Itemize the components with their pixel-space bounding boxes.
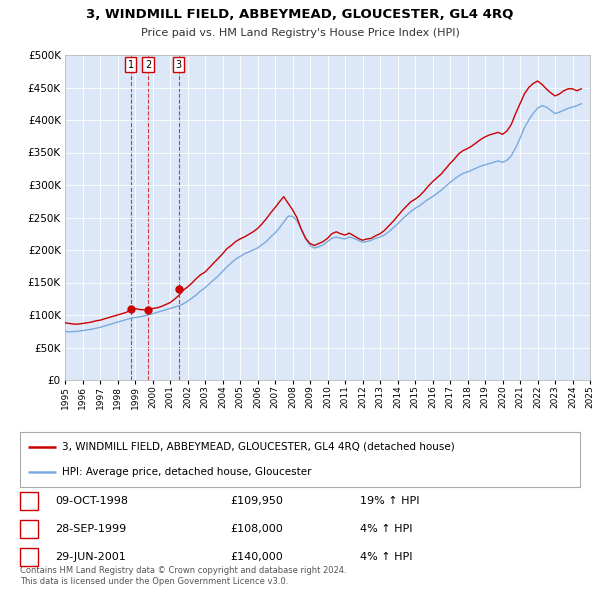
Text: 3: 3 [26, 552, 32, 562]
Text: This data is licensed under the Open Government Licence v3.0.: This data is licensed under the Open Gov… [20, 577, 289, 586]
Text: Price paid vs. HM Land Registry's House Price Index (HPI): Price paid vs. HM Land Registry's House … [140, 28, 460, 38]
Text: £140,000: £140,000 [230, 552, 283, 562]
Text: 2: 2 [145, 60, 151, 70]
Text: £108,000: £108,000 [230, 524, 283, 534]
Text: 4% ↑ HPI: 4% ↑ HPI [360, 524, 413, 534]
Text: 1: 1 [128, 60, 134, 70]
Text: 29-JUN-2001: 29-JUN-2001 [55, 552, 126, 562]
Text: 09-OCT-1998: 09-OCT-1998 [55, 496, 128, 506]
Text: 2: 2 [26, 524, 32, 534]
Text: 3: 3 [176, 60, 182, 70]
Text: Contains HM Land Registry data © Crown copyright and database right 2024.: Contains HM Land Registry data © Crown c… [20, 566, 347, 575]
Text: 1: 1 [26, 496, 32, 506]
Text: 3, WINDMILL FIELD, ABBEYMEAD, GLOUCESTER, GL4 4RQ: 3, WINDMILL FIELD, ABBEYMEAD, GLOUCESTER… [86, 8, 514, 21]
Text: 3, WINDMILL FIELD, ABBEYMEAD, GLOUCESTER, GL4 4RQ (detached house): 3, WINDMILL FIELD, ABBEYMEAD, GLOUCESTER… [62, 442, 455, 452]
Text: 28-SEP-1999: 28-SEP-1999 [55, 524, 126, 534]
Text: HPI: Average price, detached house, Gloucester: HPI: Average price, detached house, Glou… [62, 467, 311, 477]
Text: £109,950: £109,950 [230, 496, 283, 506]
Text: 19% ↑ HPI: 19% ↑ HPI [360, 496, 419, 506]
Text: 4% ↑ HPI: 4% ↑ HPI [360, 552, 413, 562]
